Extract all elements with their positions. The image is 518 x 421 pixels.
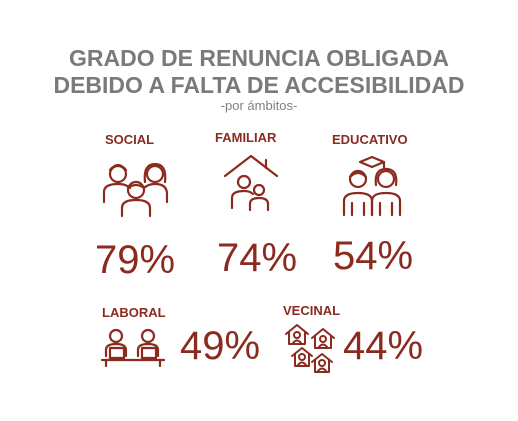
category-label-familiar: FAMILIAR	[215, 130, 277, 145]
family-house-icon	[222, 152, 280, 212]
category-label-laboral: LABORAL	[102, 305, 166, 320]
neighbor-houses-icon	[284, 322, 338, 374]
chart-title-line-1: GRADO DE RENUNCIA OBLIGADA	[69, 45, 449, 71]
value-label-familiar: 74%	[217, 236, 298, 280]
group-people-icon	[100, 156, 172, 218]
category-label-vecinal: VECINAL	[283, 303, 341, 318]
chart-title-line-2: DEBIDO A FALTA DE ACCESIBILIDAD	[53, 72, 465, 98]
graduates-icon	[340, 155, 404, 217]
category-label-educativo: EDUCATIVO	[332, 132, 408, 147]
value-label-social: 79%	[95, 238, 176, 282]
value-label-educativo: 54%	[333, 234, 414, 278]
category-label-social: SOCIAL	[105, 132, 155, 147]
workers-desk-icon	[100, 328, 166, 368]
chart-subtitle: -por ámbitos-	[220, 98, 298, 113]
value-label-laboral: 49%	[180, 324, 261, 368]
value-label-vecinal: 44%	[343, 324, 424, 368]
